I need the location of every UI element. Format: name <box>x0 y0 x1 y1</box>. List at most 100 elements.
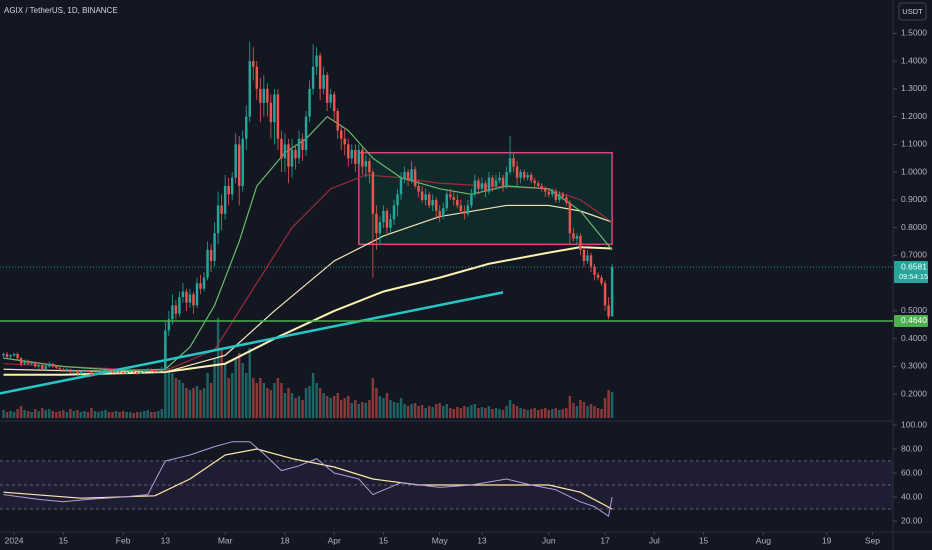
volume-bar <box>167 368 171 418</box>
candle-body <box>586 255 589 261</box>
x-tick-label: 17 <box>600 535 610 545</box>
candle-body <box>9 355 12 357</box>
candle-body <box>44 366 47 370</box>
candle-body <box>135 372 139 374</box>
volume-bar <box>536 410 540 418</box>
volume-bar <box>322 393 325 418</box>
candle-body <box>364 161 368 167</box>
volume-bar <box>505 406 508 418</box>
volume-bar <box>547 410 551 418</box>
volume-bar <box>526 410 529 418</box>
volume-bar <box>220 348 223 418</box>
volume-bar <box>364 403 368 418</box>
candle-body <box>97 372 100 374</box>
volume-bar <box>354 400 357 418</box>
rsi-tick-label: 80.00 <box>901 443 923 453</box>
candle-body <box>456 199 459 206</box>
volume-bar <box>582 402 586 418</box>
candle-body <box>202 277 206 289</box>
candle-body <box>26 360 30 364</box>
volume-bar <box>62 410 65 418</box>
currency-button[interactable] <box>898 2 927 21</box>
volume-bar <box>30 412 33 418</box>
volume-bar <box>223 363 227 418</box>
y-tick-label: 0.3000 <box>901 361 927 371</box>
volume-bar <box>160 409 164 418</box>
candle-body <box>19 358 23 364</box>
x-tick-label: 2024 <box>5 535 24 545</box>
candle-body <box>318 55 322 89</box>
volume-bar <box>37 411 40 418</box>
volume-bar <box>477 408 480 418</box>
candle-body <box>561 194 565 198</box>
candle-body <box>526 174 529 178</box>
volume-bar <box>332 396 336 418</box>
candle-body <box>280 138 283 159</box>
y-tick-label: 1.1000 <box>901 139 927 149</box>
volume-bar <box>575 406 579 418</box>
volume-bar <box>558 410 561 418</box>
currency-label[interactable]: USDT <box>902 7 923 16</box>
candle-body <box>470 194 473 206</box>
volume-bar <box>195 386 199 418</box>
volume-bar <box>339 400 343 418</box>
volume-bar <box>600 409 603 418</box>
volume-bar <box>86 412 90 418</box>
candle-body <box>146 369 149 371</box>
volume-bar <box>484 408 487 418</box>
candle-body <box>508 158 512 173</box>
volume-bar <box>107 412 111 418</box>
volume-bar <box>304 388 308 418</box>
volume-bar <box>410 404 413 418</box>
candle-body <box>529 174 533 181</box>
price-level-tag <box>894 314 928 327</box>
volume-bar <box>121 411 125 418</box>
candle-body <box>603 283 607 306</box>
volume-bar <box>572 403 575 418</box>
volume-bar <box>315 383 318 418</box>
candle-body <box>121 372 125 374</box>
price-level-label: 0.6581 <box>901 261 927 271</box>
candle-body <box>491 177 494 187</box>
volume-bar <box>51 411 54 418</box>
candle-body <box>361 149 364 167</box>
volume-bar <box>142 411 146 418</box>
candle-body <box>220 205 223 214</box>
candle-body <box>16 353 19 359</box>
volume-bar <box>125 412 128 418</box>
candle-body <box>329 94 332 103</box>
candle-body <box>107 369 111 371</box>
volume-bar <box>58 411 62 418</box>
volume-bar <box>508 400 512 418</box>
volume-bar <box>178 380 181 418</box>
volume-bar <box>399 398 403 418</box>
candle-body <box>371 172 375 214</box>
candle-body <box>255 66 259 89</box>
volume-bar <box>206 373 209 418</box>
candle-body <box>216 205 220 234</box>
volume-bar <box>311 373 315 418</box>
volume-bar <box>294 398 297 418</box>
candle-body <box>494 180 498 187</box>
rsi-tick-label: 20.00 <box>901 515 923 525</box>
candle-body <box>413 169 417 187</box>
volume-bar <box>350 403 354 418</box>
candle-body <box>315 55 318 67</box>
candle-body <box>65 369 69 371</box>
candle-body <box>554 191 558 200</box>
volume-bar <box>146 410 149 418</box>
candle-body <box>593 266 596 275</box>
y-tick-label: 1.5000 <box>901 28 927 38</box>
volume-bar <box>192 388 195 418</box>
volume-bar <box>308 386 311 418</box>
candle-body <box>501 177 505 187</box>
candle-body <box>452 197 456 200</box>
volume-bar <box>185 388 188 418</box>
candle-body <box>83 370 86 373</box>
volume-bar <box>252 378 255 418</box>
volume-bar <box>245 373 248 418</box>
volume-bar <box>424 408 427 418</box>
volume-bar <box>181 383 185 418</box>
volume-bar <box>132 413 135 418</box>
